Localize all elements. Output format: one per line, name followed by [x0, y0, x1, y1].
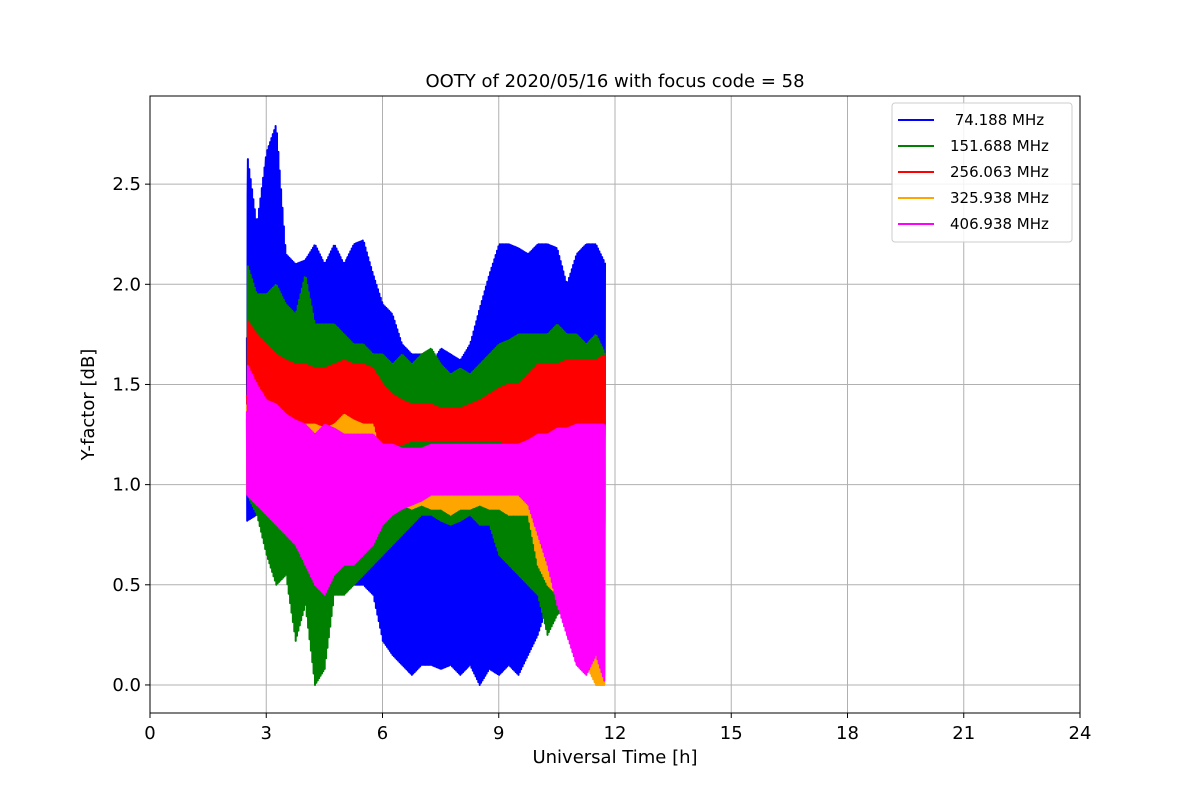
- legend-label-0: 74.188 MHz: [950, 111, 1044, 129]
- x-tick-label: 0: [144, 723, 155, 744]
- x-axis-label: Universal Time [h]: [532, 747, 697, 768]
- chart-title: OOTY of 2020/05/16 with focus code = 58: [425, 71, 804, 92]
- legend-label-4: 406.938 MHz: [950, 215, 1049, 233]
- legend: 74.188 MHz 151.688 MHz 256.063 MHz 325.938 …: [891, 102, 1073, 243]
- x-tick-label: 15: [720, 723, 743, 744]
- x-tick-label: 18: [836, 723, 859, 744]
- x-tick-label: 12: [604, 723, 627, 744]
- legend-label-3: 325.938 MHz: [950, 189, 1049, 207]
- y-tick-label: 2.0: [112, 274, 141, 295]
- x-tick-label: 24: [1069, 723, 1092, 744]
- y-tick-label: 1.0: [112, 475, 141, 496]
- y-tick-label: 1.5: [112, 374, 141, 395]
- y-tick-label: 0.0: [112, 675, 141, 696]
- axis-ticks: 0 3 6 9 12 15 18 21 24 0.0 0.5 1.0 1.5 2.0 2.5: [112, 174, 1091, 744]
- x-tick-label: 9: [493, 723, 504, 744]
- series-layer: [245, 125, 606, 686]
- plot-area: [245, 125, 606, 686]
- y-axis-label: Y-factor [dB]: [78, 349, 99, 462]
- legend-label-1: 151.688 MHz: [950, 137, 1049, 155]
- y-tick-label: 2.5: [112, 174, 141, 195]
- legend-label-2: 256.063 MHz: [950, 163, 1049, 181]
- x-tick-label: 3: [261, 723, 272, 744]
- y-tick-label: 0.5: [112, 575, 141, 596]
- x-tick-label: 21: [952, 723, 975, 744]
- series-line-4: [245, 364, 606, 682]
- x-tick-label: 6: [377, 723, 388, 744]
- legend-box: [891, 102, 1073, 243]
